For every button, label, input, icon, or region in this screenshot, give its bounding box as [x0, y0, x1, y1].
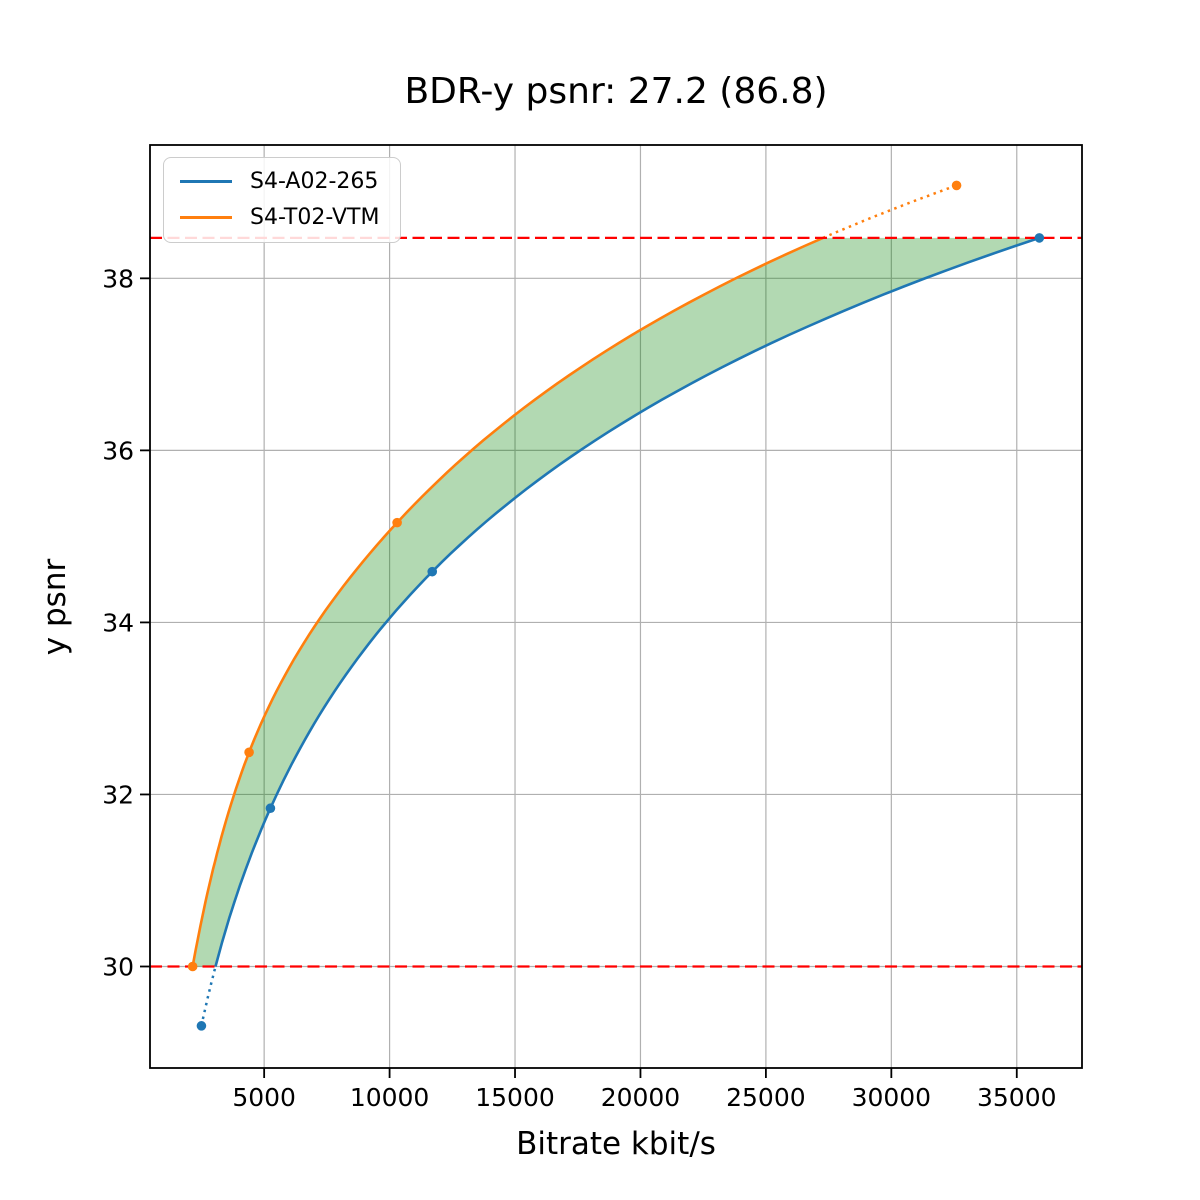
series-curve-solid [191, 236, 824, 967]
legend-item-s4-a02-265: S4-A02-265 [180, 169, 384, 194]
legend-label: S4-T02-VTM [250, 205, 380, 231]
legend-line-swatch-blue [180, 180, 232, 184]
legend-label: S4-A02-265 [250, 169, 379, 194]
data-point-marker [265, 803, 276, 814]
x-tick-label: 30000 [852, 1083, 932, 1112]
x-tick-label: 35000 [977, 1083, 1057, 1112]
x-axis-label: Bitrate kbit/s [516, 1126, 716, 1162]
legend: S4-A02-265 S4-T02-VTM [163, 157, 401, 243]
data-point-marker [1034, 233, 1045, 243]
y-tick-label: 38 [102, 264, 134, 293]
data-point-marker [196, 1021, 207, 1031]
fill-between-region [192, 237, 1040, 967]
legend-item-s4-t02-vtm: S4-T02-VTM [180, 205, 384, 230]
y-tick-label: 34 [102, 608, 134, 637]
data-point-marker [187, 961, 198, 972]
series-curve-solid [214, 236, 1040, 967]
y-tick-label: 32 [102, 780, 134, 809]
series-curve-dotted-extension [822, 184, 958, 240]
data-point-marker [244, 747, 254, 758]
chart-title: BDR-y psnr: 27.2 (86.8) [404, 71, 828, 112]
y-tick-label: 36 [102, 436, 134, 465]
x-tick-label: 15000 [475, 1083, 555, 1112]
x-tick-label: 5000 [232, 1083, 296, 1112]
x-tick-label: 10000 [350, 1083, 430, 1112]
y-tick-label: 30 [102, 952, 134, 981]
data-point-marker [392, 517, 402, 528]
x-tick-label: 25000 [726, 1083, 806, 1112]
axes-frame [149, 144, 1083, 1069]
data-point-marker [427, 566, 438, 577]
series-curve-dotted-extension [200, 966, 217, 1027]
legend-line-swatch-orange [180, 216, 232, 220]
data-point-marker [951, 180, 962, 191]
x-tick-label: 20000 [601, 1083, 681, 1112]
